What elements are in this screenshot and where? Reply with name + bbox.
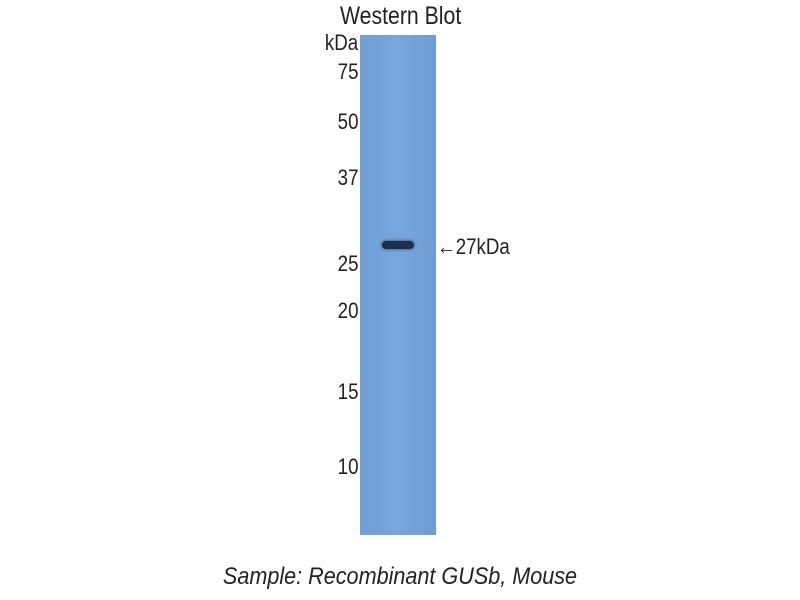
marker-25: 25 [337, 251, 358, 276]
marker-10: 10 [337, 454, 358, 479]
marker-75: 75 [337, 59, 358, 84]
sample-caption: Sample: Recombinant GUSb, Mouse [222, 563, 578, 590]
unit-label: kDa [324, 30, 358, 55]
figure-title: Western Blot [340, 2, 462, 30]
blot-lane [360, 35, 436, 535]
band-label: ←27kDa [437, 234, 510, 259]
marker-15: 15 [337, 379, 358, 404]
marker-37: 37 [337, 165, 358, 190]
protein-band [382, 241, 414, 249]
marker-20: 20 [337, 298, 358, 323]
marker-50: 50 [337, 109, 358, 134]
